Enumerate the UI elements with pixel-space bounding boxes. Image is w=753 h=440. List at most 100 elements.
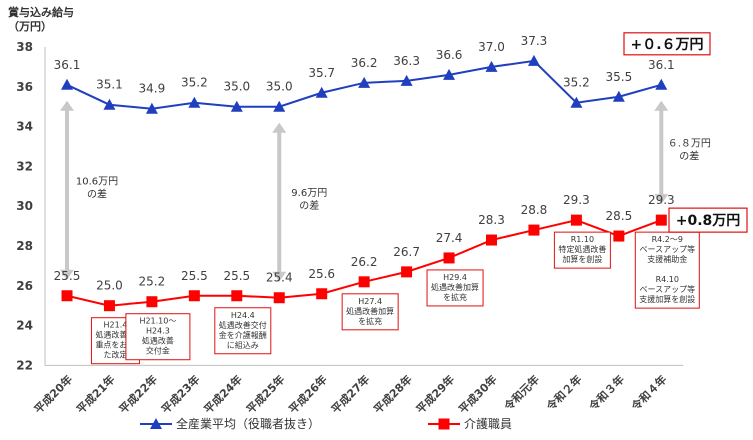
data-point — [61, 78, 73, 90]
legend-label: 介護職員 — [464, 416, 512, 431]
data-point — [231, 290, 243, 302]
x-tick-label: 平成22年 — [116, 372, 160, 416]
data-label: 28.5 — [605, 209, 632, 223]
data-point — [655, 214, 667, 226]
x-tick-label: 令和２年 — [543, 372, 585, 414]
data-label: 36.6 — [436, 48, 463, 62]
gap-label: の差 — [299, 199, 319, 212]
data-label: 34.9 — [139, 82, 166, 96]
annotation-text: 処遇改善交付 — [219, 320, 267, 330]
data-label: 37.3 — [521, 34, 548, 48]
y-tick-label: 26 — [16, 279, 33, 293]
data-point — [570, 96, 583, 108]
x-tick-label: 平成29年 — [413, 372, 457, 416]
data-label: 25.5 — [181, 269, 208, 283]
annotation-text: に組込み — [227, 340, 259, 350]
data-label: 25.4 — [266, 271, 293, 285]
gap-label: ６.８万円 — [668, 138, 711, 149]
gap-arrow-head — [60, 269, 74, 280]
annotation-box — [426, 269, 484, 307]
data-label: 35.2 — [563, 76, 590, 90]
y-tick-label: 38 — [16, 40, 33, 54]
data-point — [188, 290, 200, 302]
data-point — [145, 102, 158, 114]
annotation-text: ベースアップ等 — [639, 284, 695, 294]
data-point — [273, 292, 285, 304]
data-label: 28.8 — [521, 203, 548, 217]
data-label: 29.3 — [648, 193, 675, 207]
annotation-text: H29.4 — [443, 273, 467, 282]
legend-marker — [150, 418, 162, 429]
legend: 全産業平均（役職者抜き） 介護職員 — [140, 416, 512, 431]
annotation-text: 金を介護報酬 — [219, 330, 267, 340]
x-tick-label: 平成26年 — [286, 372, 330, 416]
axes: 22 24 26 28 30 32 34 36 38 — [16, 40, 684, 372]
data-point — [103, 300, 115, 312]
annotation-text: 交付金 — [146, 346, 170, 356]
data-point — [400, 74, 413, 86]
annotation-text: 処遇改善 — [142, 336, 174, 346]
y-tick-label: 32 — [16, 159, 33, 173]
difference-callouts: +０.６万円 +0.8万円 — [623, 32, 748, 233]
annotation-text: を拡充 — [443, 292, 467, 302]
annotation-text: 処遇改善に — [95, 330, 135, 340]
data-label: 29.3 — [563, 193, 590, 207]
callout-box — [623, 32, 711, 56]
data-label: 26.2 — [351, 255, 378, 269]
y-tick-label: 22 — [16, 358, 33, 372]
data-label: 36.2 — [351, 56, 378, 70]
data-label: 35.2 — [181, 76, 208, 90]
annotation-text: H24.3 — [146, 327, 170, 336]
y-tick-label: 30 — [16, 199, 33, 213]
annotation-text: H24.4 — [231, 311, 255, 320]
data-label: 25.5 — [223, 269, 250, 283]
annotation-box — [553, 231, 611, 269]
gap-arrow-head — [654, 194, 669, 205]
y-tick-label: 36 — [16, 80, 33, 94]
x-tick-label: 令和４年 — [628, 372, 670, 414]
x-tick-label: 平成20年 — [31, 372, 75, 416]
data-label: 35.5 — [605, 70, 632, 84]
data-label: 35.1 — [96, 78, 123, 92]
data-label: 25.2 — [139, 275, 166, 289]
data-label: 25.6 — [308, 267, 335, 281]
legend-label: 全産業平均（役職者抜き） — [176, 416, 320, 431]
callout-text: +０.６万円 — [630, 37, 703, 53]
data-point — [146, 296, 158, 308]
data-point — [485, 60, 498, 72]
data-point — [103, 98, 116, 110]
x-tick-label: 平成30年 — [456, 372, 500, 416]
annotation-text: 重点をおい — [95, 340, 135, 350]
data-label: 25.0 — [96, 279, 123, 293]
gap-label: 9.6万円 — [291, 188, 327, 199]
gap-arrow-head — [272, 122, 287, 133]
gap-label: の差 — [679, 149, 699, 162]
data-point — [315, 86, 328, 98]
x-tick-label: 平成28年 — [371, 372, 415, 416]
callout-text: +0.8万円 — [676, 213, 741, 229]
data-point — [316, 288, 328, 300]
x-tick-label: 平成21年 — [74, 372, 118, 416]
data-label: 37.0 — [478, 40, 505, 54]
y-axis-label: 賞与込み給与 （万円） — [8, 5, 74, 33]
data-point — [613, 230, 625, 242]
data-point — [570, 214, 582, 226]
gap-arrow-head — [272, 271, 287, 282]
annotation-text: を拡充 — [358, 316, 382, 326]
legend-marker — [438, 418, 450, 430]
data-label: 26.7 — [393, 245, 420, 259]
annotation-text: 特定処遇改善 — [558, 244, 606, 254]
data-point — [527, 54, 540, 66]
data-point — [358, 76, 371, 88]
annotation-text: 処遇改善加算 — [431, 282, 479, 292]
annotation-text: H21.4 — [104, 321, 128, 330]
x-tick-label: 平成25年 — [243, 372, 287, 416]
annotation-text: 支援加算を創設 — [639, 294, 695, 304]
x-tick-label: 平成27年 — [328, 372, 372, 416]
y-axis-label-line: 賞与込み給与 — [8, 5, 74, 19]
data-point — [528, 224, 540, 236]
data-label: 27.4 — [436, 231, 463, 245]
y-tick-label: 34 — [16, 120, 33, 134]
